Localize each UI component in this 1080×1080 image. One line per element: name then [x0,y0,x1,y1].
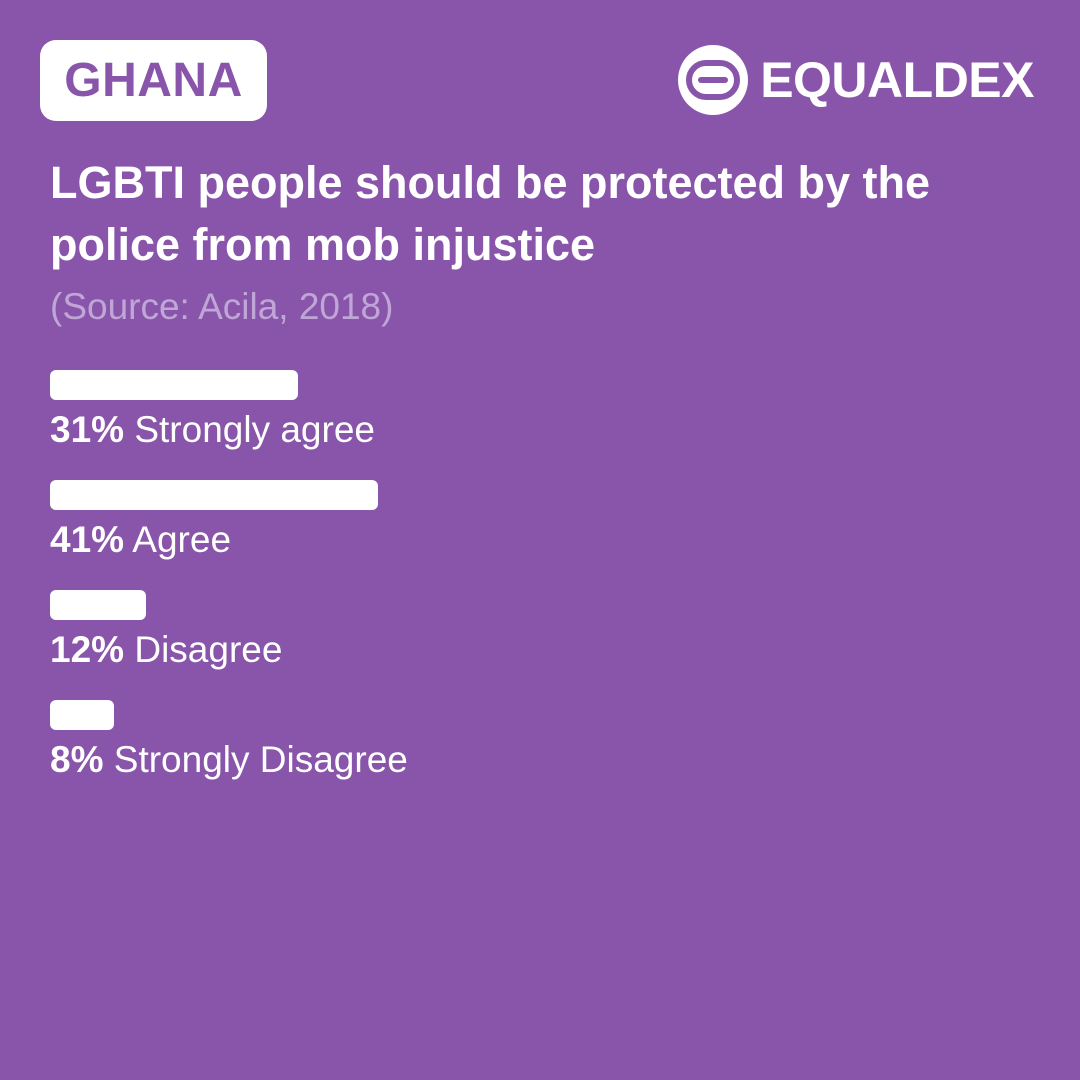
bar-label: 31% Strongly agree [50,408,375,452]
country-badge: GHANA [40,40,267,121]
source-note: (Source: Acila, 2018) [50,286,394,327]
bar-category-label: Agree [124,519,232,560]
brand-name: EQUALDEX [760,52,1034,108]
chart-bar [50,480,378,510]
chart-bar [50,370,298,400]
country-name: GHANA [64,54,243,107]
chart-row: 31% Strongly agree [50,370,1030,480]
chart-row: 12% Disagree [50,590,1030,700]
bar-category-label: Strongly agree [124,409,375,450]
bar-value-label: 41% [50,519,125,560]
chart-title: LGBTI people should be protected by the … [50,157,931,270]
bar-label: 12% Disagree [50,628,282,672]
bar-chart: 31% Strongly agree 41% Agree 12% Disagree 8… [50,370,1030,810]
equaldex-logo-icon [678,45,749,115]
bar-value-label: 31% [50,409,125,450]
bar-label: 41% Agree [50,518,231,562]
bar-label: 8% Strongly Disagree [50,738,408,782]
chart-row: 8% Strongly Disagree [50,700,1030,810]
chart-bar [50,700,114,730]
bar-category-label: Disagree [124,629,283,670]
chart-bar [50,590,146,620]
chart-row: 41% Agree [50,480,1030,590]
bar-value-label: 12% [50,629,125,670]
brand: EQUALDEX [678,44,1034,116]
bar-category-label: Strongly Disagree [103,739,408,780]
bar-value-label: 8% [50,739,104,780]
